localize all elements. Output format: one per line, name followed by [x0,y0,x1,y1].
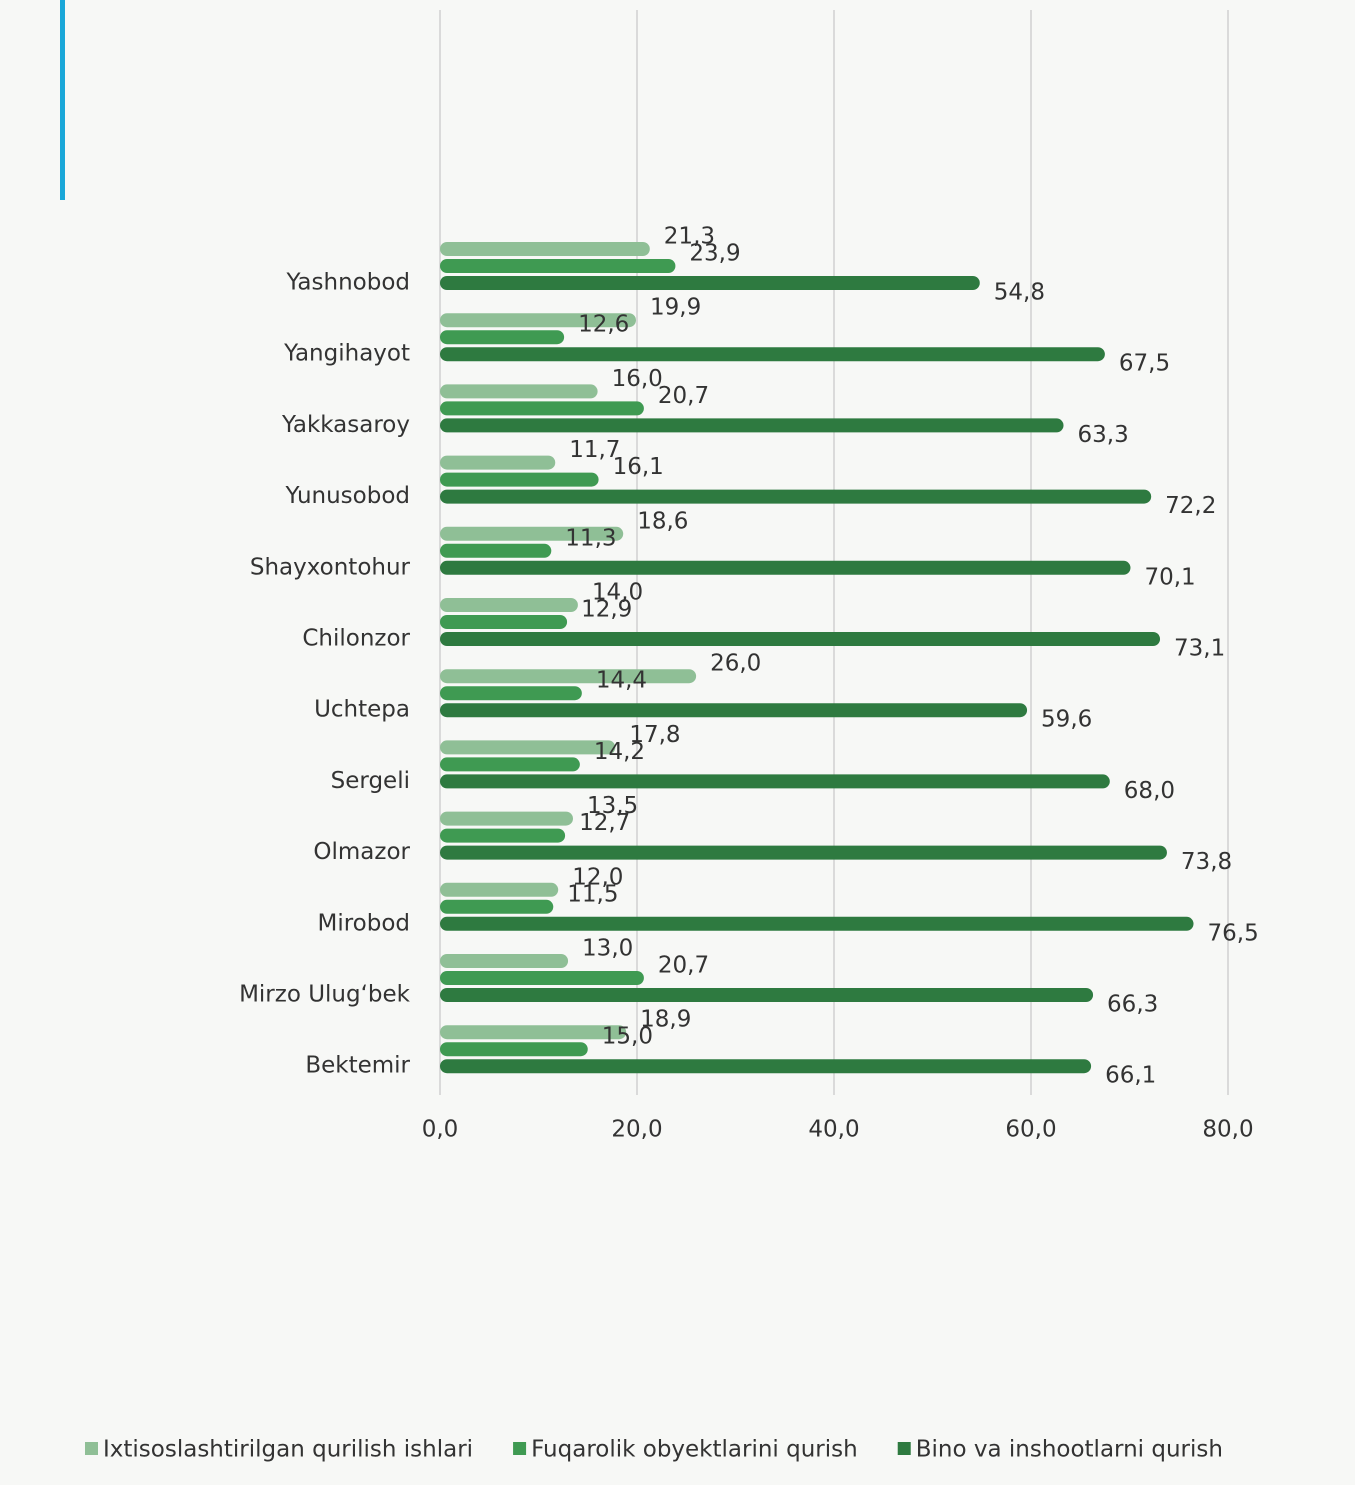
bar [440,774,1110,789]
bar [440,971,644,985]
data-label: 12,6 [578,312,629,338]
data-label: 14,4 [596,668,647,694]
bar [440,828,566,843]
bar [440,1025,627,1040]
data-label: 76,5 [1208,920,1259,946]
data-label: 70,1 [1144,564,1195,590]
bar [440,330,565,345]
data-label: 16,1 [613,454,664,480]
data-label: 73,1 [1174,636,1225,662]
bar [440,740,616,755]
data-label: 11,7 [569,437,620,463]
data-label: 18,6 [637,508,688,534]
data-label: 12,9 [581,597,632,623]
data-label: 54,8 [994,280,1045,306]
bar [440,882,559,897]
legend-label: Ixtisoslashtirilgan qurilish ishlari [103,1437,473,1463]
y-tick-label: Bektemir [305,1053,410,1079]
x-tick-label: 20,0 [611,1117,662,1143]
data-label: 59,6 [1041,707,1092,733]
data-label: 20,7 [658,383,709,409]
y-tick-label: Uchtepa [314,697,410,723]
y-tick-label: Yakkasaroy [281,412,410,438]
y-tick-label: Olmazor [313,839,410,865]
y-tick-label: Sergeli [331,768,410,794]
bar [440,1059,1092,1074]
legend-label: Fuqarolik obyektlarini qurish [531,1437,858,1463]
y-tick-label: Mirzo Ulug‘bek [239,982,411,1008]
bar [440,845,1167,860]
bar [440,686,582,701]
bar [440,543,552,558]
legend-label: Bino va inshootlarni qurish [916,1437,1223,1463]
bar [440,988,1094,1002]
bar [440,313,637,328]
bar [440,242,650,256]
y-tick-label: Yangihayot [283,341,410,367]
data-label: 15,0 [602,1024,653,1050]
data-label: 18,9 [640,1007,691,1033]
data-label: 72,2 [1165,493,1216,519]
data-label: 23,9 [689,241,740,267]
bar [440,489,1152,504]
bar [440,472,599,487]
x-tick-label: 40,0 [808,1117,859,1143]
bar [440,899,554,914]
data-label: 20,7 [658,953,709,979]
data-label: 19,9 [650,295,701,321]
bar [440,455,556,470]
bar [440,632,1161,646]
bar [440,954,569,968]
bar [440,526,624,541]
bar [440,259,676,273]
data-label: 12,7 [579,810,630,836]
y-tick-label: Yashnobod [286,270,410,296]
bar [440,757,580,772]
data-label: 14,0 [592,580,643,606]
data-label: 66,3 [1107,992,1158,1018]
data-label: 26,0 [710,651,761,677]
bar [440,916,1194,931]
bar [440,347,1105,362]
data-label: 11,3 [565,525,616,551]
y-tick-label: Mirobod [317,910,410,936]
data-label: 13,0 [582,936,633,962]
data-label: 63,3 [1078,422,1129,448]
data-label: 67,5 [1119,351,1170,377]
y-tick-label: Shayxontohur [250,554,411,580]
bar [440,1042,588,1057]
bar [440,615,568,629]
data-label: 68,0 [1124,778,1175,804]
accent-bar [60,0,65,200]
data-label: 21,3 [664,224,715,250]
bar [440,384,598,399]
data-label: 16,0 [612,366,663,392]
bar [440,560,1131,575]
bar [440,598,578,612]
bar [440,276,980,290]
data-label: 12,0 [572,864,623,890]
bar [440,811,573,826]
data-label: 13,5 [587,793,638,819]
y-tick-label: Yunusobod [285,483,410,509]
y-tick-label: Chilonzor [302,626,410,652]
data-label: 11,5 [567,881,618,907]
bar [440,401,644,416]
legend-swatch [897,1442,911,1455]
legend-swatch [513,1442,527,1455]
x-tick-label: 80,0 [1202,1117,1253,1143]
bar [440,418,1064,433]
bar [440,703,1028,718]
legend-swatch [85,1442,98,1455]
bar [440,669,697,684]
x-tick-label: 60,0 [1005,1117,1056,1143]
data-label: 66,1 [1105,1063,1156,1089]
data-label: 14,2 [594,739,645,765]
data-label: 17,8 [629,722,680,748]
data-label: 73,8 [1181,849,1232,875]
x-tick-label: 0,0 [422,1117,459,1143]
